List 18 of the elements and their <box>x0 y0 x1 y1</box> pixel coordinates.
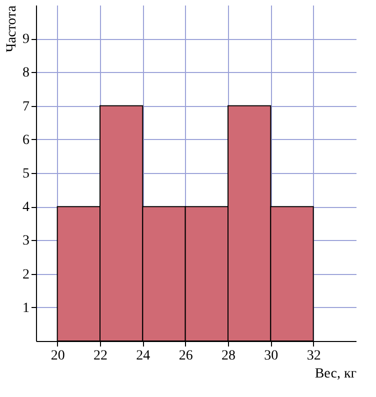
x-tick-label: 28 <box>222 348 236 364</box>
x-tick-label: 20 <box>50 348 65 364</box>
y-tick-label: 8 <box>22 66 30 81</box>
x-tick-label: 24 <box>136 348 150 364</box>
x-axis-title: Вес, кг <box>314 366 357 382</box>
y-tick-label: 2 <box>22 267 30 282</box>
y-tick-label: 9 <box>22 32 30 48</box>
y-tick-label: 5 <box>22 166 30 182</box>
y-tick-label: 6 <box>22 132 30 148</box>
x-tick-label: 22 <box>94 348 108 364</box>
x-tick-label: 26 <box>178 348 193 364</box>
x-tick-label: 30 <box>264 348 278 364</box>
x-tick-label: 32 <box>306 348 321 364</box>
y-tick-label: 7 <box>22 99 30 114</box>
y-axis-title: Частота <box>4 4 20 52</box>
y-tick-label: 4 <box>22 200 30 216</box>
y-tick-label: 1 <box>22 300 30 316</box>
y-tick-label: 3 <box>22 234 30 249</box>
